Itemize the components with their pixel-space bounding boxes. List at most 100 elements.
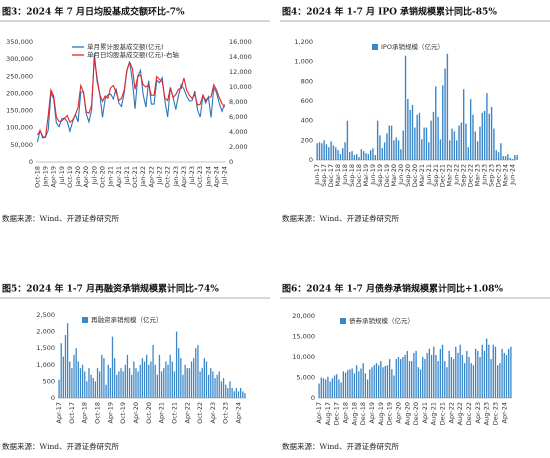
x-tick-label: Apr-19 [368,402,376,423]
x-tick-label: Aug-19 [377,402,385,425]
bar [231,388,233,398]
bar [146,354,148,398]
bar [337,150,339,160]
bar [356,154,358,160]
bar [81,364,84,398]
bar [397,140,400,160]
bar [444,68,446,160]
bar [195,348,197,398]
x-tick-label: Apr-21 [421,402,429,423]
x-tick-label: Sep-18 [348,164,356,187]
bar [344,142,346,160]
bar [156,374,158,398]
bar [408,361,411,398]
x-tick-label: Sep-20 [404,164,412,187]
bar [349,152,351,160]
bar [409,109,411,160]
x-tick-label: Oct-22 [196,402,204,424]
x-tick-label: Apr-24 [500,402,508,423]
bar [225,384,227,398]
y-tick-label: 2,000 [36,328,55,336]
legend-label: 单月日均股基成交额(亿元)-右轴 [87,50,179,59]
bar [495,150,497,160]
x-tick-label: Mar-24 [502,164,510,186]
bar [503,352,505,398]
bar [193,358,195,398]
bar [212,371,214,398]
y-tick-label: 1,200 [294,38,313,46]
bar [105,384,107,398]
x-tick-label: Aug-18 [350,402,358,425]
bar [188,368,191,398]
bar [88,368,90,398]
x-tick-label: Mar-18 [334,164,342,186]
bar [493,128,495,160]
bar [344,372,347,398]
y-tick-label: 300,000 [6,55,33,63]
bar [485,338,488,398]
bar [411,104,414,160]
bar [511,159,514,160]
x-tick-label: Jul-20 [90,166,98,185]
x-tick-label: Sep-23 [488,164,496,187]
bar [339,154,342,160]
bar [421,139,423,160]
bar [488,344,490,398]
legend-label: 单月累计股基成交额(亿元) [87,42,164,51]
bar [481,344,483,398]
bar [207,374,210,398]
legend-swatch [340,318,346,324]
bar [364,373,367,398]
bar [510,346,512,398]
x-tick-label: Aug-17 [324,402,332,425]
bar [342,371,345,398]
bar [139,364,141,398]
bar [340,382,342,398]
bar [135,368,137,398]
bar [71,368,73,398]
x-tick-label: Oct-20 [99,166,107,188]
bar [430,354,433,398]
y2-tick-label: 12,000 [229,68,252,76]
bar [101,354,103,398]
bar [379,135,381,160]
x-tick-label: Oct-18 [94,402,102,424]
y-tick-label: 15,000 [292,333,315,341]
bar [64,334,67,398]
bar [103,358,105,398]
bar [508,348,510,398]
bar [362,363,364,398]
bar [501,348,503,398]
bar [406,350,408,398]
bar [516,155,518,160]
bar [328,147,330,160]
bar [466,350,468,398]
y-tick-label: 20,000 [292,312,315,320]
x-tick-label: Dec-17 [333,402,341,425]
bar [433,346,435,398]
legend-swatch [372,44,378,50]
bar [90,374,92,398]
bar [137,371,139,398]
bar [171,361,173,398]
y-tick-label: 10,000 [292,353,315,361]
bar [375,363,378,398]
bar [75,348,77,398]
bar [428,142,430,160]
bar [383,142,386,160]
bar [240,388,242,398]
bar [62,356,64,398]
bar [323,140,325,160]
y2-tick-label: 4,000 [229,128,248,136]
y-tick-label: 150,000 [6,107,33,115]
bar [500,143,502,160]
bar [229,381,231,398]
x-tick-label: Apr-20 [394,402,402,423]
panel-title: 图6：2024 年 1-7 月债券承销规模累计同比+1.08% [282,283,503,295]
y-tick-label: 350,000 [6,38,33,46]
bar [203,358,205,398]
bar [494,346,497,398]
bar [369,150,372,160]
bar [227,388,229,398]
